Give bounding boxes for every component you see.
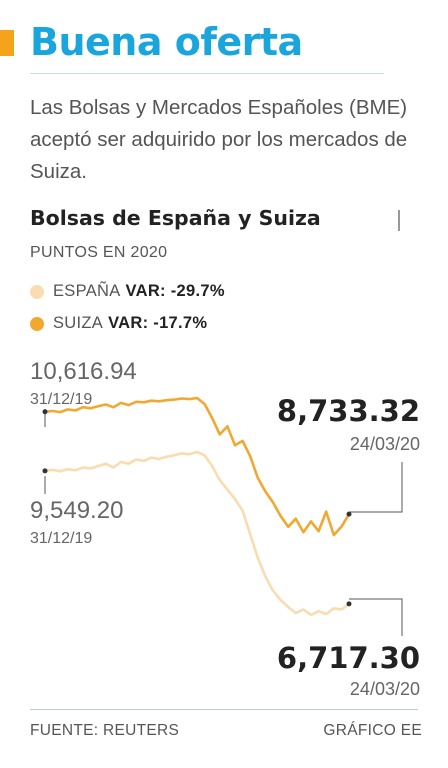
accent-bar (0, 30, 14, 56)
suiza-end-point (346, 511, 352, 517)
title-separator (398, 210, 400, 231)
series-line-suiza (43, 396, 351, 537)
credit-text: GRÁFICO EE (323, 722, 422, 739)
espana-end-leader (349, 598, 403, 636)
espana-end-date: 24/03/20 (350, 679, 420, 699)
espana-end-point (346, 601, 352, 607)
legend-item-espana: ESPAÑA VAR: -29.7% (30, 282, 225, 301)
legend-dot-espana (30, 284, 44, 299)
suiza-end-date: 24/03/20 (350, 434, 420, 454)
source-text: FUENTE: REUTERS (30, 722, 180, 739)
legend-name-suiza: SUIZA (53, 314, 104, 332)
legend-item-suiza: SUIZA VAR: -17.7% (30, 314, 207, 333)
chart-subtitle: PUNTOS EN 2020 (30, 244, 168, 261)
espana-start-point (42, 468, 48, 474)
espana-start-date: 31/12/19 (30, 530, 92, 547)
suiza-end-leader (349, 462, 403, 513)
legend-name-espana: ESPAÑA (53, 282, 121, 300)
legend-dot-suiza (30, 316, 44, 331)
series-line-espana (43, 450, 351, 617)
suiza-start-point (42, 409, 48, 415)
headline-divider (30, 73, 384, 74)
espana-start-value: 9,549.20 (30, 497, 123, 524)
espana-end-value: 6,717.30 (277, 641, 420, 675)
chart-title: Bolsas de España y Suiza (30, 206, 321, 230)
suiza-end-value: 8,733.32 (277, 394, 420, 428)
dek-text: Las Bolsas y Mercados Españoles (BME) ac… (30, 96, 408, 183)
headline: Buena oferta (30, 20, 303, 64)
suiza-start-date: 31/12/19 (30, 391, 92, 408)
legend-var-suiza: VAR: -17.7% (108, 314, 208, 332)
footer-divider (30, 709, 418, 710)
suiza-start-value: 10,616.94 (30, 358, 137, 385)
legend-var-espana: VAR: -29.7% (125, 282, 225, 300)
